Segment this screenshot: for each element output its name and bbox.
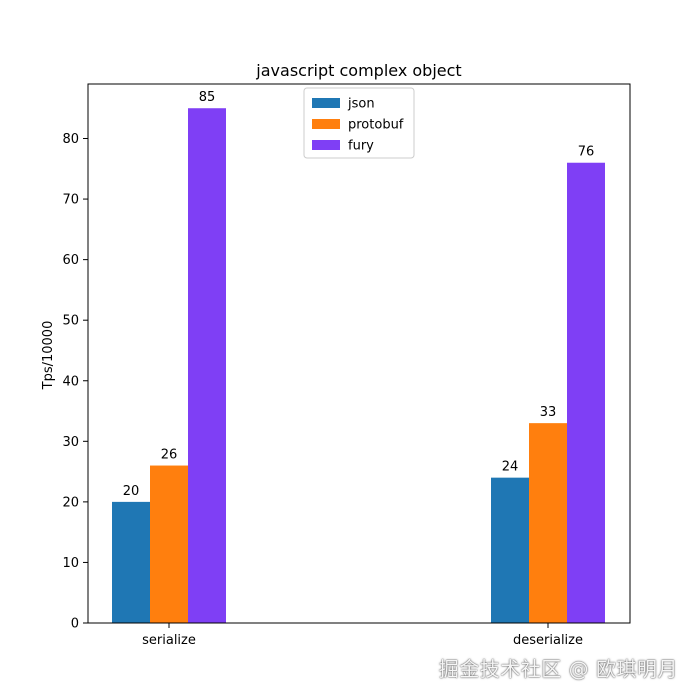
legend: json protobuf fury bbox=[303, 87, 415, 159]
bar-value-label: 20 bbox=[123, 484, 140, 499]
bar-protobuf-serialize bbox=[150, 465, 188, 623]
bar-value-label: 85 bbox=[199, 90, 216, 105]
watermark: 掘金技术社区 @ 欧琪明月 bbox=[438, 657, 678, 681]
x-tick-label: serialize bbox=[142, 633, 196, 648]
y-tick-label: 0 bbox=[71, 617, 79, 632]
bar-json-serialize bbox=[112, 501, 150, 623]
plot-frame bbox=[87, 83, 631, 624]
y-tick-label: 80 bbox=[62, 132, 79, 147]
chart-title: javascript complex object bbox=[255, 61, 461, 80]
legend-entry: fury bbox=[348, 139, 374, 154]
bar-fury-deserialize bbox=[567, 162, 605, 623]
legend-entry: protobuf bbox=[348, 118, 404, 133]
bar-value-label: 33 bbox=[540, 405, 557, 420]
y-tick-label: 10 bbox=[62, 556, 79, 571]
x-tick-label: deserialize bbox=[513, 633, 583, 648]
plot-area: 0 10 20 30 40 50 60 70 80 20 24 26 33 85 76 serialize de… bbox=[62, 90, 605, 648]
y-tick-label: 70 bbox=[62, 193, 79, 208]
bar-protobuf-deserialize bbox=[529, 423, 567, 623]
bar-value-label: 76 bbox=[578, 145, 595, 160]
legend-entry: json bbox=[347, 97, 375, 112]
y-tick-label: 30 bbox=[62, 435, 79, 450]
bar-json-deserialize bbox=[491, 477, 529, 623]
y-axis-label: Tps/10000 bbox=[41, 321, 56, 391]
bar-fury-serialize bbox=[188, 108, 226, 623]
y-tick-label: 60 bbox=[62, 253, 79, 268]
legend-swatch bbox=[312, 98, 340, 108]
legend-swatch bbox=[312, 140, 340, 150]
bar-value-label: 26 bbox=[161, 448, 178, 463]
y-tick-label: 20 bbox=[62, 495, 79, 510]
bar-value-label: 24 bbox=[502, 460, 519, 475]
y-tick-label: 50 bbox=[62, 314, 79, 329]
y-tick-label: 40 bbox=[62, 374, 79, 389]
legend-swatch bbox=[312, 119, 340, 129]
